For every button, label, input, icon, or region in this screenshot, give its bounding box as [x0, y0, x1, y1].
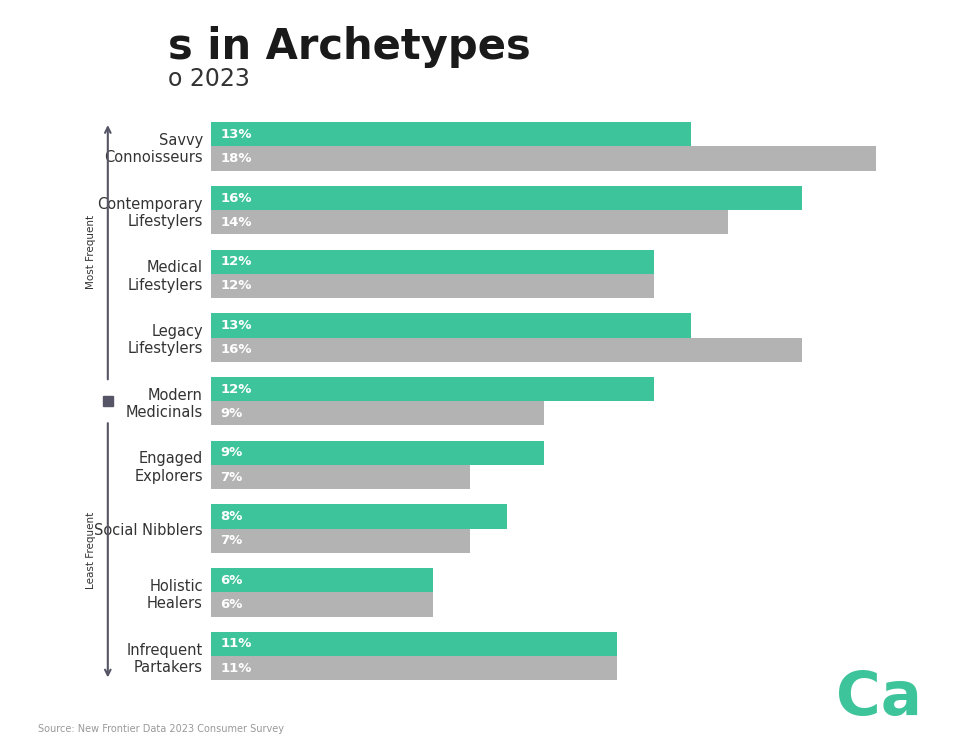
Bar [211, 465, 469, 489]
Bar [211, 441, 543, 465]
Text: 9%: 9% [221, 446, 243, 459]
Bar [211, 632, 617, 656]
Bar [211, 250, 655, 274]
Text: 6%: 6% [221, 598, 243, 611]
Bar [211, 338, 802, 362]
Text: 8%: 8% [221, 510, 243, 523]
Bar [211, 592, 433, 616]
Text: 16%: 16% [221, 344, 252, 356]
Bar [211, 656, 617, 680]
Text: 13%: 13% [221, 319, 252, 332]
Text: Least Frequent: Least Frequent [86, 512, 96, 589]
Text: 14%: 14% [221, 216, 252, 229]
Text: 6%: 6% [221, 574, 243, 586]
Text: 9%: 9% [221, 406, 243, 420]
Text: o 2023: o 2023 [168, 68, 250, 92]
Bar [211, 568, 433, 592]
Text: 7%: 7% [221, 470, 243, 484]
Bar [211, 274, 655, 298]
Text: 12%: 12% [221, 255, 252, 268]
Text: Ca: Ca [836, 668, 922, 728]
Bar [211, 210, 728, 234]
Bar [211, 122, 691, 146]
Text: 11%: 11% [221, 662, 252, 675]
Text: 7%: 7% [221, 534, 243, 548]
Text: s in Archetypes: s in Archetypes [168, 26, 531, 68]
Text: 12%: 12% [221, 280, 252, 292]
Bar [211, 186, 802, 210]
Text: 11%: 11% [221, 638, 252, 650]
Bar [211, 146, 876, 170]
Bar [211, 505, 507, 529]
Bar [211, 377, 655, 401]
Text: Most Frequent: Most Frequent [86, 215, 96, 290]
Bar [211, 314, 691, 338]
Text: Source: New Frontier Data 2023 Consumer Survey: Source: New Frontier Data 2023 Consumer … [38, 724, 284, 734]
Bar [211, 401, 543, 425]
Text: 18%: 18% [221, 152, 252, 165]
Text: 16%: 16% [221, 191, 252, 205]
Text: 13%: 13% [221, 128, 252, 141]
Text: 12%: 12% [221, 382, 252, 396]
Bar [211, 529, 469, 553]
